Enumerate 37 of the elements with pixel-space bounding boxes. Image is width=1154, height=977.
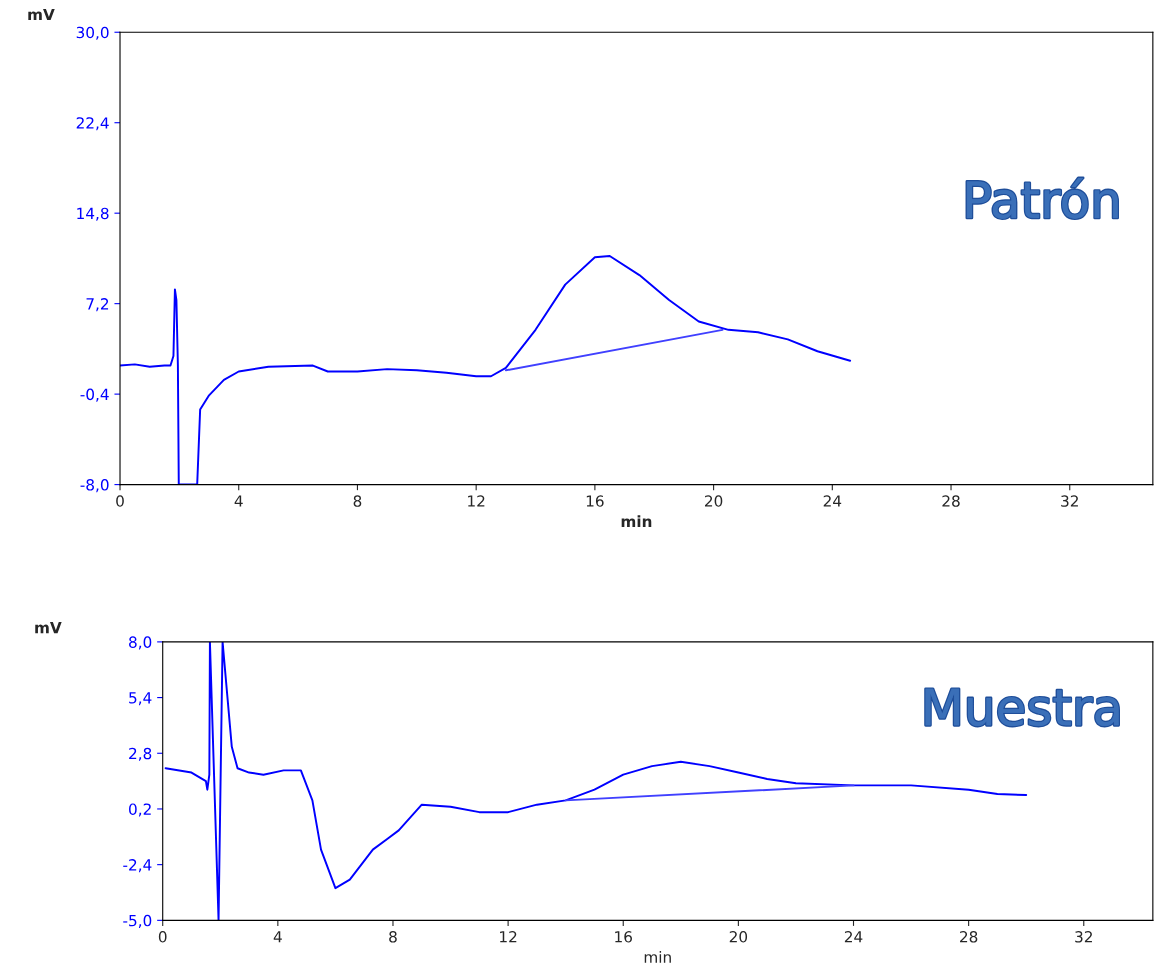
annotation: Patrón (966, 177, 1118, 219)
x-tick-label: 0 (158, 931, 167, 943)
annotation: Muestra (925, 688, 1119, 727)
x-tick-label: 12 (468, 495, 485, 507)
x-tick-label: 0 (116, 495, 124, 507)
x-tick-label: 32 (1061, 495, 1078, 507)
line-series (120, 255, 852, 485)
x-tick-label: 20 (729, 931, 748, 943)
y-tick-label: 0,2 (129, 803, 151, 817)
y-tick-label: 5,4 (129, 692, 152, 706)
y-axis-title: mV (35, 622, 62, 634)
x-tick-label: 20 (705, 495, 723, 507)
x-tick-label: 8 (389, 931, 397, 943)
x-axis-title: min (621, 515, 652, 527)
x-tick-label: 8 (353, 495, 362, 507)
x-axis-title: min (644, 951, 671, 963)
y-tick-label: -5,0 (123, 914, 152, 928)
x-tick-label: 16 (615, 931, 632, 943)
y-tick-label: 8,0 (129, 636, 152, 650)
x-tick-label: 28 (960, 931, 978, 943)
y-axis-title: mV (28, 8, 55, 21)
x-tick-label: 4 (273, 931, 282, 943)
x-tick-label: 24 (844, 931, 863, 943)
x-tick-label: 24 (823, 495, 842, 507)
y-tick-label: -0,4 (80, 388, 109, 402)
y-tick-label: 7,2 (86, 298, 109, 312)
y-tick-label: 30,0 (76, 26, 109, 40)
x-tick-label: 16 (586, 495, 604, 507)
x-tick-label: 28 (942, 495, 960, 507)
y-tick-label: -2,4 (123, 859, 152, 873)
y-tick-label: 22,4 (76, 117, 109, 131)
y-tick-label: -8,0 (80, 479, 109, 493)
y-tick-label: 14,8 (77, 207, 109, 221)
x-tick-label: 12 (500, 931, 517, 943)
x-tick-label: 32 (1075, 931, 1092, 943)
y-tick-label: 2,8 (129, 747, 152, 761)
x-tick-label: 4 (234, 495, 243, 507)
